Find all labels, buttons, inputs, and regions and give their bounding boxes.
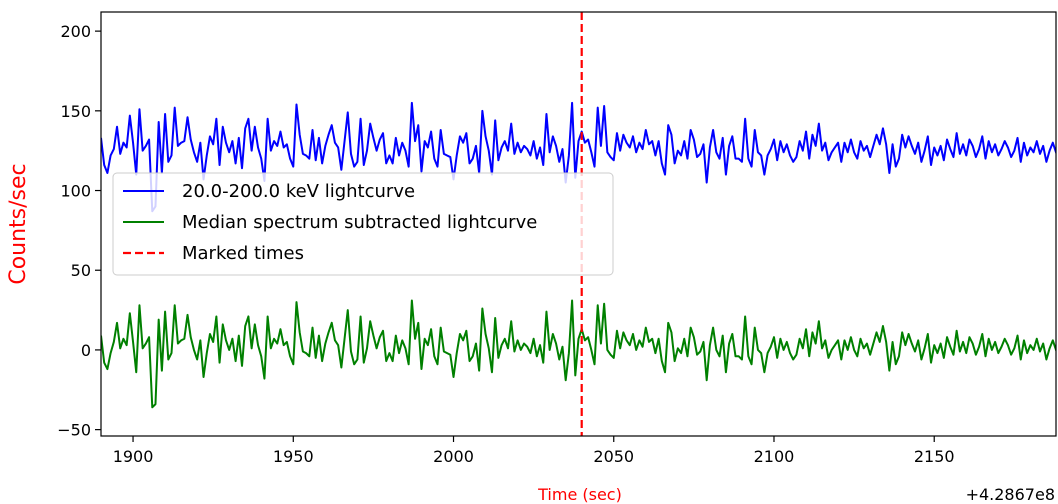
x-tick-label: 1950 — [273, 447, 314, 466]
y-tick-label: 0 — [81, 341, 91, 360]
axes-frame — [100, 11, 1057, 437]
x-tick-label: 2150 — [914, 447, 955, 466]
y-tick-label: 150 — [60, 102, 91, 121]
y-tick-label: 100 — [60, 182, 91, 201]
x-axis-label: Time (sec) — [537, 485, 622, 504]
y-tick-label: −50 — [57, 421, 91, 440]
x-tick-label: 1900 — [113, 447, 154, 466]
x-offset-label: +4.2867e8 — [966, 485, 1055, 504]
y-tick-label: 50 — [71, 261, 91, 280]
x-tick-label: 2100 — [754, 447, 795, 466]
y-tick-label: 200 — [60, 22, 91, 41]
ticks: 1900 1950 2000 2050 2100 2150 −50 0 50 100 150 200 — [57, 22, 954, 466]
legend-label: 20.0-200.0 keV lightcurve — [182, 181, 415, 202]
series-line-lightcurve — [101, 101, 1056, 213]
series-line-subtracted — [101, 299, 1056, 409]
x-tick-label: 2000 — [433, 447, 474, 466]
legend-label: Median spectrum subtracted lightcurve — [182, 212, 537, 233]
legend-label: Marked times — [182, 243, 304, 264]
y-axis-label: Counts/sec — [6, 163, 31, 284]
x-tick-label: 2050 — [593, 447, 634, 466]
legend: 20.0-200.0 keV lightcurve Median spectrum… — [112, 172, 614, 276]
legend-box — [112, 172, 614, 276]
